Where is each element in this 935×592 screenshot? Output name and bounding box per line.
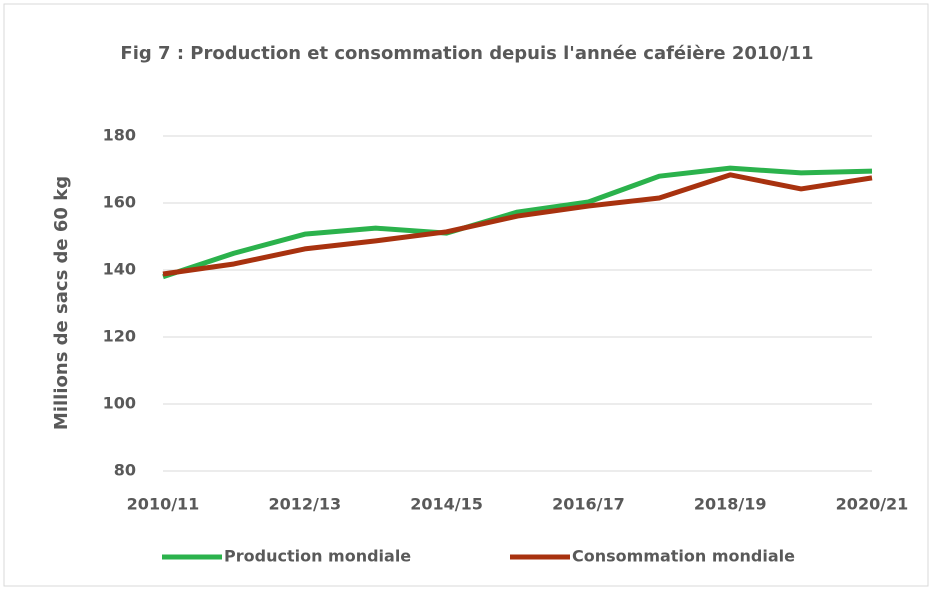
x-tick-label: 2018/19 xyxy=(694,495,767,514)
y-tick-label: 160 xyxy=(103,193,136,212)
x-tick-label: 2010/11 xyxy=(127,495,200,514)
chart-title: Fig 7 : Production et consommation depui… xyxy=(120,43,814,64)
line xyxy=(162,172,873,277)
x-tick-label: 2016/17 xyxy=(552,495,625,514)
legend-label: Production mondiale xyxy=(224,547,411,566)
y-tick-label: 180 xyxy=(103,126,136,145)
x-tick-label: 2012/13 xyxy=(268,495,341,514)
y-tick-label: 100 xyxy=(103,394,136,413)
line xyxy=(162,165,873,280)
y-tick-label: 80 xyxy=(114,461,136,480)
y-axis-label: Millions de sacs de 60 kg xyxy=(51,176,72,430)
legend-label: Consommation mondiale xyxy=(572,547,795,566)
y-tick-label: 140 xyxy=(103,260,136,279)
y-tick-label: 120 xyxy=(103,327,136,346)
x-tick-label: 2014/15 xyxy=(410,495,483,514)
chart-border xyxy=(3,3,929,587)
x-tick-label: 2020/21 xyxy=(836,495,909,514)
